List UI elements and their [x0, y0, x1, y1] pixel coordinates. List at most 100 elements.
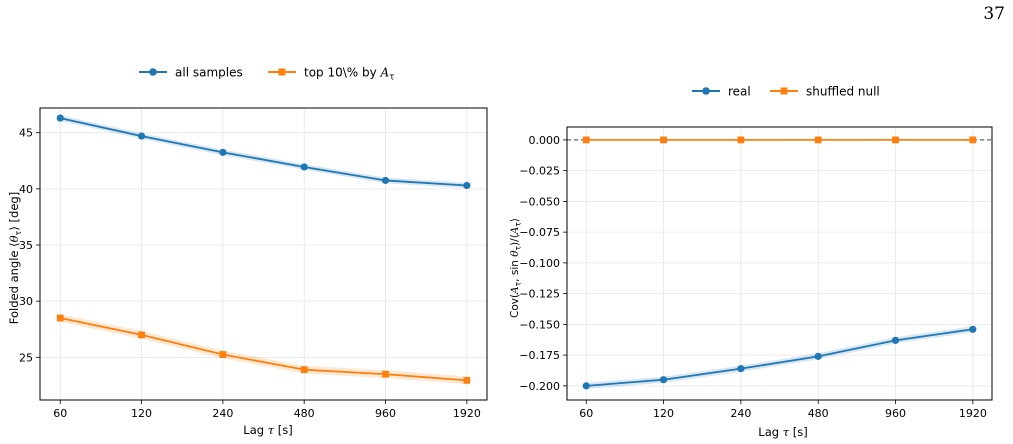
confidence-bands [586, 139, 973, 389]
data-point [814, 136, 822, 144]
data-point [463, 181, 471, 190]
data-point [582, 382, 590, 390]
y-tick-label: 35 [19, 239, 33, 252]
y-axis-label-subscript-a: τ [514, 281, 523, 286]
x-axis-label-unit: [s] [789, 425, 808, 439]
left-panel: all samples top 10\% by Aτ 60 120 240 480 96… [7, 66, 488, 437]
data-point [382, 370, 389, 378]
y-tick-label: −0.025 [519, 165, 560, 178]
y-axis-label-subscript: τ [14, 230, 23, 235]
data-point [659, 376, 668, 384]
y-axis-label-symbol-a: A [509, 286, 521, 295]
y-axis-ticks: 25 30 35 40 45 [19, 127, 40, 364]
data-point [891, 336, 900, 344]
data-point [219, 148, 227, 156]
y-tick-label: −0.125 [519, 288, 560, 301]
y-axis-ticks: 0.000 −0.025 −0.050 −0.075 −0.100 −0.125 −0.15… [519, 134, 567, 393]
y-tick-label: −0.150 [519, 318, 560, 331]
legend-label-all-samples: all samples [175, 66, 243, 80]
y-tick-label: 45 [19, 127, 33, 140]
data-point [969, 325, 977, 333]
legend: all samples top 10\% by Aτ [139, 66, 394, 83]
y-tick-label: −0.075 [519, 226, 560, 239]
axes-frame [39, 107, 488, 401]
x-tick-label: 960 [885, 407, 906, 420]
legend-entry-top-10: top 10\% by Aτ [268, 66, 394, 83]
data-point [381, 176, 390, 185]
y-tick-label: −0.200 [519, 380, 560, 393]
legend-label-real: real [728, 85, 751, 99]
series-line [60, 317, 467, 382]
x-tick-label: 960 [375, 407, 396, 420]
legend-marker-shuffled-null [780, 87, 788, 95]
legend-label-top-10: top 10\% by Aτ [304, 66, 394, 83]
axes-frame [566, 126, 993, 401]
gridlines [567, 127, 992, 400]
data-point [56, 314, 64, 322]
y-axis-label-close: ⟩ [509, 218, 521, 222]
data-point [463, 376, 471, 384]
legend-label-top-10-symbol: A [380, 66, 390, 80]
series-line [60, 117, 467, 187]
data-point [737, 136, 745, 144]
legend-label-shuffled-null: shuffled null [806, 85, 880, 99]
legend-marker-all-samples [149, 68, 157, 76]
x-axis-label: Lag τ [s] [243, 423, 292, 437]
y-tick-label: 30 [19, 295, 33, 308]
y-tick-label: −0.175 [519, 349, 560, 362]
data-point [969, 136, 977, 144]
x-tick-label: 1920 [453, 407, 481, 420]
x-tick-label: 240 [212, 407, 233, 420]
x-tick-label: 240 [730, 407, 751, 420]
data-point [582, 136, 590, 144]
x-axis-ticks: 60 120 240 480 960 1920 [579, 400, 987, 420]
gridlines [40, 108, 487, 400]
data-point [814, 352, 822, 360]
series-lines [586, 139, 973, 387]
confidence-bands [60, 115, 467, 385]
x-tick-label: 60 [579, 407, 593, 420]
x-axis-label-symbol: τ [783, 425, 790, 439]
y-axis-label-text: Cov( [509, 294, 521, 318]
x-axis-ticks: 60 120 240 480 960 1920 [53, 400, 481, 420]
series-lines [60, 117, 467, 382]
confidence-band [586, 326, 973, 389]
y-axis-label-symbol-theta: θ [509, 250, 521, 257]
x-axis-label-text: Lag [758, 425, 782, 439]
data-point [137, 132, 146, 140]
legend-marker-real [702, 87, 710, 95]
data-point [138, 331, 145, 339]
x-tick-label: 120 [131, 407, 152, 420]
legend-label-top-10-subscript: τ [389, 73, 394, 83]
x-tick-label: 480 [294, 407, 315, 420]
y-axis-label-symbol: θ [7, 235, 21, 242]
x-axis-label: Lag τ [s] [758, 425, 807, 439]
y-axis-label-symbol-a2: A [509, 226, 521, 235]
legend-entry-all-samples: all samples [139, 66, 243, 80]
legend: real shuffled null [692, 85, 880, 99]
data-point [660, 136, 667, 144]
right-panel: real shuffled null 60 120 240 480 960 1920 0.… [509, 85, 993, 439]
x-axis-label-symbol: τ [268, 423, 275, 437]
data-point [219, 351, 227, 358]
y-tick-label: 0.000 [529, 134, 561, 147]
confidence-band [60, 314, 467, 385]
series-line [586, 328, 973, 387]
y-axis-label-mean: )/⟨ [509, 234, 521, 246]
x-axis-label-unit: [s] [274, 423, 293, 437]
y-tick-label: −0.100 [519, 257, 560, 270]
legend-marker-top-10 [278, 68, 286, 76]
data-point [737, 365, 745, 373]
page-number: 37 [983, 4, 1005, 24]
legend-entry-real: real [692, 85, 751, 99]
y-axis-label-subscript-theta: τ [514, 245, 523, 250]
y-axis-label-unit: ⟩ [deg] [7, 192, 21, 231]
x-tick-label: 120 [653, 407, 674, 420]
series-markers [56, 114, 471, 384]
y-tick-label: −0.050 [519, 195, 560, 208]
series-markers [582, 136, 977, 390]
y-tick-label: 40 [19, 183, 33, 196]
x-tick-label: 480 [808, 407, 829, 420]
y-axis-label-text: Folded angle ⟨ [7, 242, 21, 324]
